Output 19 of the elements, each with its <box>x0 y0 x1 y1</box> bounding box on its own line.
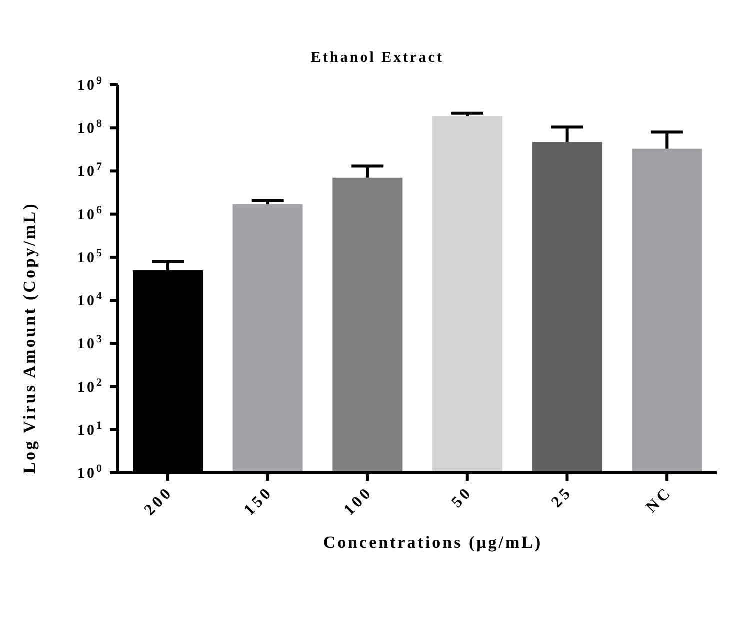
x-tick-label: 200 <box>141 484 177 520</box>
y-tick-label: 10$^{3}$ <box>78 334 104 353</box>
x-tick-label: NC <box>643 484 676 516</box>
x-tick-label: 25 <box>548 484 576 512</box>
y-axis-title: Log Virus Amount (Copy/mL) <box>20 202 40 474</box>
y-tick-label: 10$^{8}$ <box>78 118 104 138</box>
x-tick-label: 150 <box>241 484 277 520</box>
chart-title: Ethanol Extract <box>310 50 445 67</box>
y-tick-label: 10$^{4}$ <box>78 290 104 310</box>
y-tick-label: 10$^{2}$ <box>78 376 104 396</box>
y-tick-label: 10$^{7}$ <box>78 161 104 180</box>
y-tick-label: 10$^{0}$ <box>78 463 104 482</box>
y-tick-label: 10$^{6}$ <box>78 204 104 224</box>
y-tick-label: 10$^{5}$ <box>78 247 104 266</box>
x-tick-label: 100 <box>341 484 376 520</box>
y-tick-label: 10$^{1}$ <box>78 420 104 439</box>
x-tick-label: 50 <box>448 484 476 512</box>
x-axis-title: Concentrations (μg/mL) <box>322 533 544 553</box>
y-tick-label: 10$^{9}$ <box>78 75 104 94</box>
